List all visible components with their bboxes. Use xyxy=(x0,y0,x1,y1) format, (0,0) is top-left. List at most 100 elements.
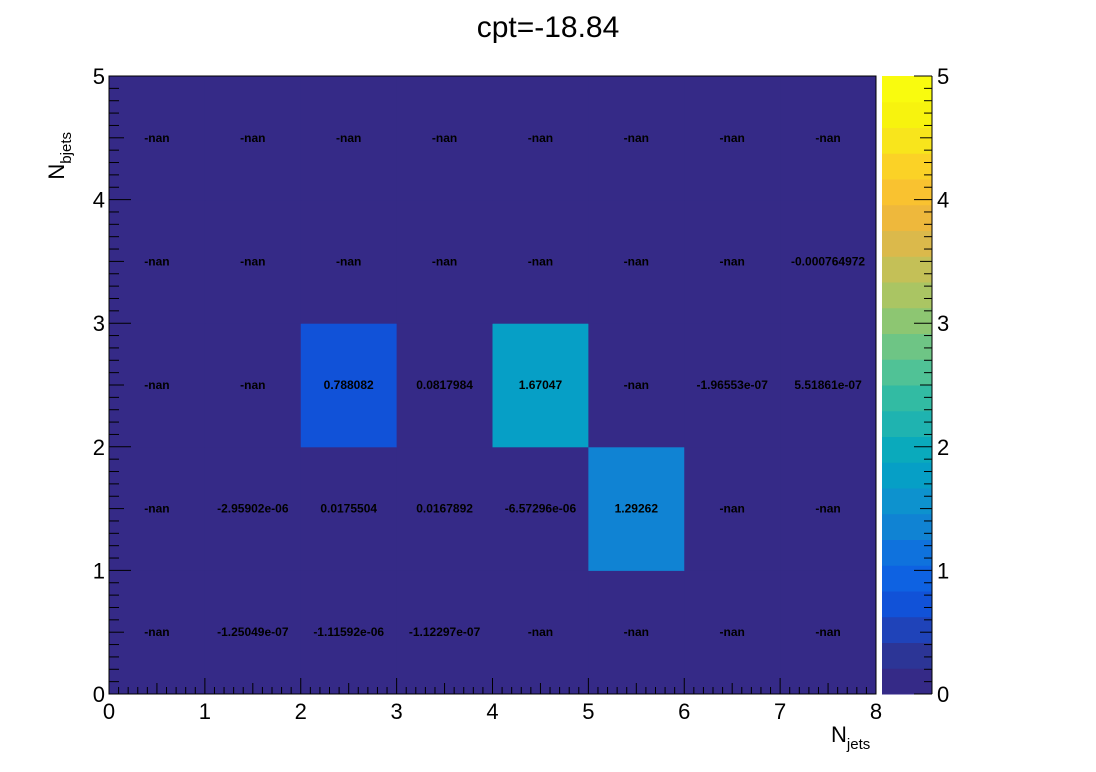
cell-value-label: -nan xyxy=(720,502,745,516)
heatmap-cell xyxy=(204,76,302,201)
y-tick-label: 0 xyxy=(93,682,105,707)
y-tick-label: 3 xyxy=(93,311,105,336)
heatmap-cell xyxy=(780,199,877,324)
chart-title: cpt=-18.84 xyxy=(477,11,620,44)
heatmap-cell xyxy=(780,446,877,571)
color-scale-band xyxy=(882,410,932,437)
heatmap-cell xyxy=(300,570,398,695)
heatmap-cell xyxy=(684,570,781,695)
heatmap-cell xyxy=(588,323,685,448)
heatmap-cell xyxy=(109,570,206,695)
cell-value-label: -nan xyxy=(240,131,265,145)
cell-value-label: 0.0817984 xyxy=(416,378,473,392)
x-tick-label: 7 xyxy=(774,699,786,724)
heatmap-cell xyxy=(109,199,206,324)
cell-value-label: -nan xyxy=(144,502,169,516)
color-scale-band xyxy=(882,333,932,360)
cell-value-label: -nan xyxy=(720,625,745,639)
heatmap-cell xyxy=(780,76,877,201)
cell-value-label: -nan xyxy=(720,131,745,145)
cell-value-label: -1.11592e-06 xyxy=(313,625,384,639)
heatmap-cell xyxy=(204,446,302,571)
color-scale-band xyxy=(882,101,932,128)
color-scale-band xyxy=(882,127,932,154)
heatmap-cell xyxy=(204,199,302,324)
color-scale-band xyxy=(882,513,932,540)
cell-value-label: -0.000764972 xyxy=(791,254,865,268)
heatmap-cell-labels: -nan -1.25049e-07 -1.11592e-06 -1.12297e-07… xyxy=(144,131,865,639)
z-tick-label: 4 xyxy=(937,188,949,213)
z-tick-label: 2 xyxy=(937,435,949,460)
x-tick-label: 6 xyxy=(678,699,690,724)
color-scale-band xyxy=(882,539,932,566)
color-scale-band xyxy=(882,436,932,463)
heatmap-cell xyxy=(492,199,589,324)
y-axis-title-main: N xyxy=(44,164,69,180)
cell-value-label: 0.0175504 xyxy=(320,502,377,516)
heatmap-cell xyxy=(588,76,685,201)
x-axis-title-main: N xyxy=(831,722,847,747)
heatmap-cell xyxy=(300,199,398,324)
color-scale-band xyxy=(882,179,932,206)
heatmap-cell xyxy=(109,76,206,201)
cell-value-label: 5.51861e-07 xyxy=(794,378,862,392)
cell-value-label: -nan xyxy=(815,131,840,145)
x-tick-label: 5 xyxy=(582,699,594,724)
cell-value-label: -nan xyxy=(624,254,649,268)
color-scale-band xyxy=(882,488,932,515)
heatmap-cell xyxy=(204,570,302,695)
cell-value-label: -nan xyxy=(720,254,745,268)
y-axis-title: Nbjets xyxy=(44,132,75,180)
heatmap-cell xyxy=(588,199,685,324)
color-scale-band xyxy=(882,256,932,283)
heatmap-cell xyxy=(396,570,493,695)
cell-value-label: -nan xyxy=(432,131,457,145)
heatmap-cell xyxy=(492,76,589,201)
x-axis-title: Njets xyxy=(831,722,870,753)
color-scale-band xyxy=(882,642,932,669)
heatmap-cell xyxy=(300,446,398,571)
heatmap-cell xyxy=(684,446,781,571)
color-scale-band xyxy=(882,668,932,695)
x-axis-title-sub: jets xyxy=(846,736,870,753)
heatmap-cell xyxy=(780,570,877,695)
heatmap-cell xyxy=(588,570,685,695)
x-tick-label: 1 xyxy=(199,699,211,724)
cell-value-label: -nan xyxy=(144,131,169,145)
heatmap-cell xyxy=(109,446,206,571)
y-axis-title-sub: bjets xyxy=(58,132,75,164)
color-scale-band xyxy=(882,204,932,231)
cell-value-label: -nan xyxy=(144,625,169,639)
cell-value-label: -6.57296e-06 xyxy=(505,502,577,516)
heatmap-cell xyxy=(204,323,302,448)
cell-value-label: -nan xyxy=(528,254,553,268)
heatmap-cell xyxy=(396,323,493,448)
heatmap-cell xyxy=(684,199,781,324)
x-tick-label: 4 xyxy=(486,699,498,724)
heatmap-cells xyxy=(109,76,877,695)
z-tick-label: 3 xyxy=(937,311,949,336)
color-scale-band xyxy=(882,385,932,412)
color-scale-bar: 0 1 2 3 4 5 xyxy=(882,64,949,707)
cell-value-label: -2.95902e-06 xyxy=(217,502,289,516)
color-scale-band xyxy=(882,565,932,592)
cell-value-label: -nan xyxy=(432,254,457,268)
x-tick-label: 8 xyxy=(870,699,882,724)
cell-value-label: -1.96553e-07 xyxy=(696,378,768,392)
cell-value-label: -nan xyxy=(815,625,840,639)
color-scale-band xyxy=(882,282,932,309)
y-tick-label: 2 xyxy=(93,435,105,460)
heatmap-cell xyxy=(780,323,877,448)
heatmap-cell xyxy=(492,323,589,448)
x-tick-label: 0 xyxy=(103,699,115,724)
y-tick-label: 1 xyxy=(93,558,105,583)
cell-value-label: 0.0167892 xyxy=(416,502,473,516)
cell-value-label: 1.29262 xyxy=(615,502,659,516)
axes: 0 1 2 3 4 5 6 7 8 0 1 2 3 4 5 xyxy=(93,64,882,724)
color-scale-band xyxy=(882,616,932,643)
cell-value-label: -nan xyxy=(240,254,265,268)
color-scale-band xyxy=(882,76,932,103)
cell-value-label: -nan xyxy=(815,502,840,516)
cell-value-label: -nan xyxy=(624,131,649,145)
